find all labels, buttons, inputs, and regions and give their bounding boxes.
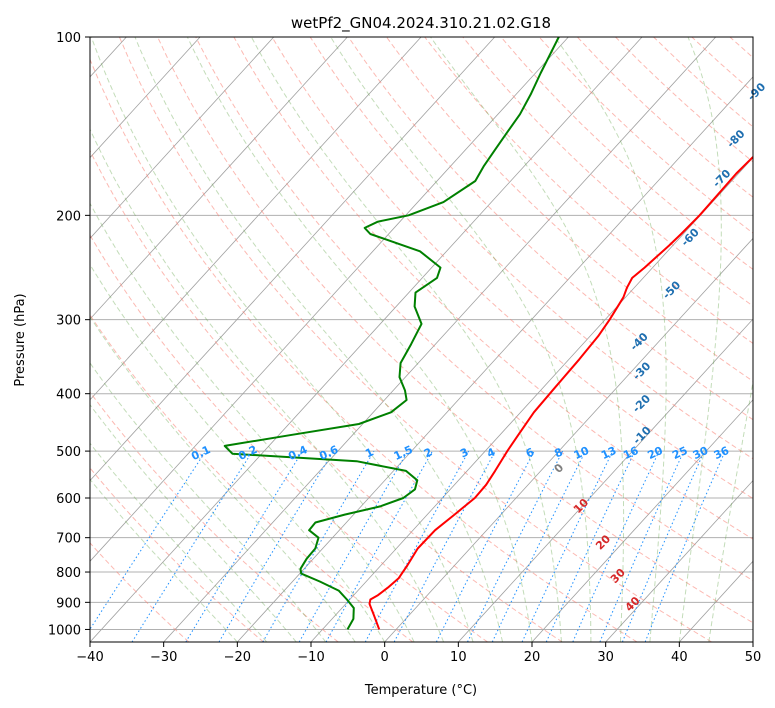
- dry-adiabat-line: [90, 58, 638, 642]
- mixing-ratio-line: [572, 450, 660, 642]
- mixing-ratio-line: [131, 450, 254, 642]
- x-tick-label: 50: [745, 650, 762, 665]
- isotherm-line: [90, 37, 643, 642]
- moist-adiabat-line: [186, 37, 533, 642]
- moist-adiabat-line: [90, 128, 445, 642]
- y-tick-label: 700: [56, 532, 81, 547]
- moist-adiabat-line: [90, 478, 238, 642]
- moist-adiabat-line: [554, 37, 667, 642]
- dry-adiabat-line: [90, 313, 414, 642]
- isotherm-line: [237, 76, 753, 642]
- x-axis-label: Temperature (°C): [364, 683, 477, 698]
- dry-adiabat-line: [195, 37, 753, 582]
- chart-title: wetPf2_GN04.2024.310.21.02.G18: [291, 14, 551, 33]
- moist-adiabat-line: [90, 202, 415, 642]
- x-tick-label: −10: [297, 650, 324, 665]
- y-tick-label: 400: [56, 388, 81, 403]
- series-layer: [223, 37, 753, 630]
- x-tick-label: 30: [597, 650, 614, 665]
- isotherm-line: [605, 479, 753, 642]
- isotherm-line: [90, 37, 201, 159]
- moist-adiabat-line: [678, 37, 722, 642]
- isotherm-line: [90, 37, 348, 320]
- moist-adiabat-line: [430, 37, 625, 642]
- mixing-ratio-line: [644, 450, 726, 642]
- moist-adiabat-line: [250, 37, 562, 642]
- x-tick-label: 20: [524, 650, 541, 665]
- moist-adiabat-line: [134, 37, 503, 642]
- mixing-ratio-label: 13: [599, 444, 618, 462]
- y-tick-label: 100: [56, 31, 81, 46]
- moist-adiabat-line: [90, 263, 386, 642]
- y-axis: 100 200 300 400 500 600 700 800 900 1000: [48, 31, 90, 638]
- mixing-ratio-label: 30: [691, 444, 711, 462]
- mixing-ratio-line: [393, 450, 496, 642]
- moist-adiabat-line: [90, 442, 268, 642]
- dry-adiabat-line: [386, 37, 753, 382]
- dry-adiabat-line: [424, 37, 753, 344]
- x-tick-label: 40: [671, 650, 688, 665]
- mixing-ratio-line: [90, 450, 207, 631]
- y-tick-label: 500: [56, 445, 81, 460]
- x-axis: −40 −30 −20 −10 0 10 20 30 40 50: [76, 642, 761, 665]
- dry-adiabat-line: [90, 149, 563, 642]
- moist-adiabat-line: [90, 403, 297, 642]
- isotherm-line: [384, 237, 753, 642]
- x-tick-label: 10: [450, 650, 467, 665]
- mixing-ratio-label: 25: [670, 444, 689, 462]
- mixing-ratio-label: 20: [646, 444, 666, 462]
- x-tick-label: −20: [224, 650, 251, 665]
- mixing-ratio-label: 36: [712, 444, 732, 462]
- isotherm-line: [163, 37, 717, 642]
- dry-adiabat-line: [233, 37, 753, 540]
- isotherm-line: [90, 37, 496, 482]
- y-tick-label: 300: [56, 314, 81, 329]
- temperature-profile-line: [368, 155, 753, 630]
- isotherm-line: [531, 399, 753, 642]
- dry-adiabat-line: [157, 37, 753, 624]
- x-tick-label: −40: [76, 650, 103, 665]
- dry-adiabat-line: [309, 37, 753, 460]
- dewpoint-profile-line: [223, 37, 560, 630]
- y-axis-label: Pressure (hPa): [13, 293, 28, 386]
- isotherm-line: [90, 37, 422, 401]
- moist-adiabat-line: [330, 37, 592, 642]
- mixing-ratio-line: [467, 450, 564, 642]
- x-tick-label: 0: [381, 650, 389, 665]
- y-tick-label: 800: [56, 566, 81, 581]
- x-tick-label: −30: [150, 650, 177, 665]
- dry-adiabat-line: [271, 37, 753, 500]
- plot-frame: [89, 36, 754, 643]
- grid-layer: [90, 37, 753, 642]
- mixing-ratio-label: 10: [572, 444, 592, 462]
- mixing-ratio-line: [364, 450, 470, 642]
- moist-adiabat-line: [90, 37, 474, 642]
- mixing-ratio-line: [621, 450, 705, 642]
- mixing-ratio-line: [599, 450, 685, 642]
- y-tick-label: 900: [56, 596, 81, 611]
- mixing-ratio-label: 16: [621, 444, 641, 462]
- y-tick-label: 200: [56, 209, 81, 224]
- moist-adiabat-line: [90, 315, 356, 642]
- mixing-ratio-line: [185, 450, 304, 642]
- isotherm-line: [90, 37, 275, 239]
- y-tick-label: 600: [56, 492, 81, 507]
- moist-adiabat-line: [708, 379, 753, 642]
- isotherm-line: [90, 37, 569, 562]
- isotherm-line: [458, 318, 753, 642]
- y-tick-label: 1000: [48, 623, 81, 638]
